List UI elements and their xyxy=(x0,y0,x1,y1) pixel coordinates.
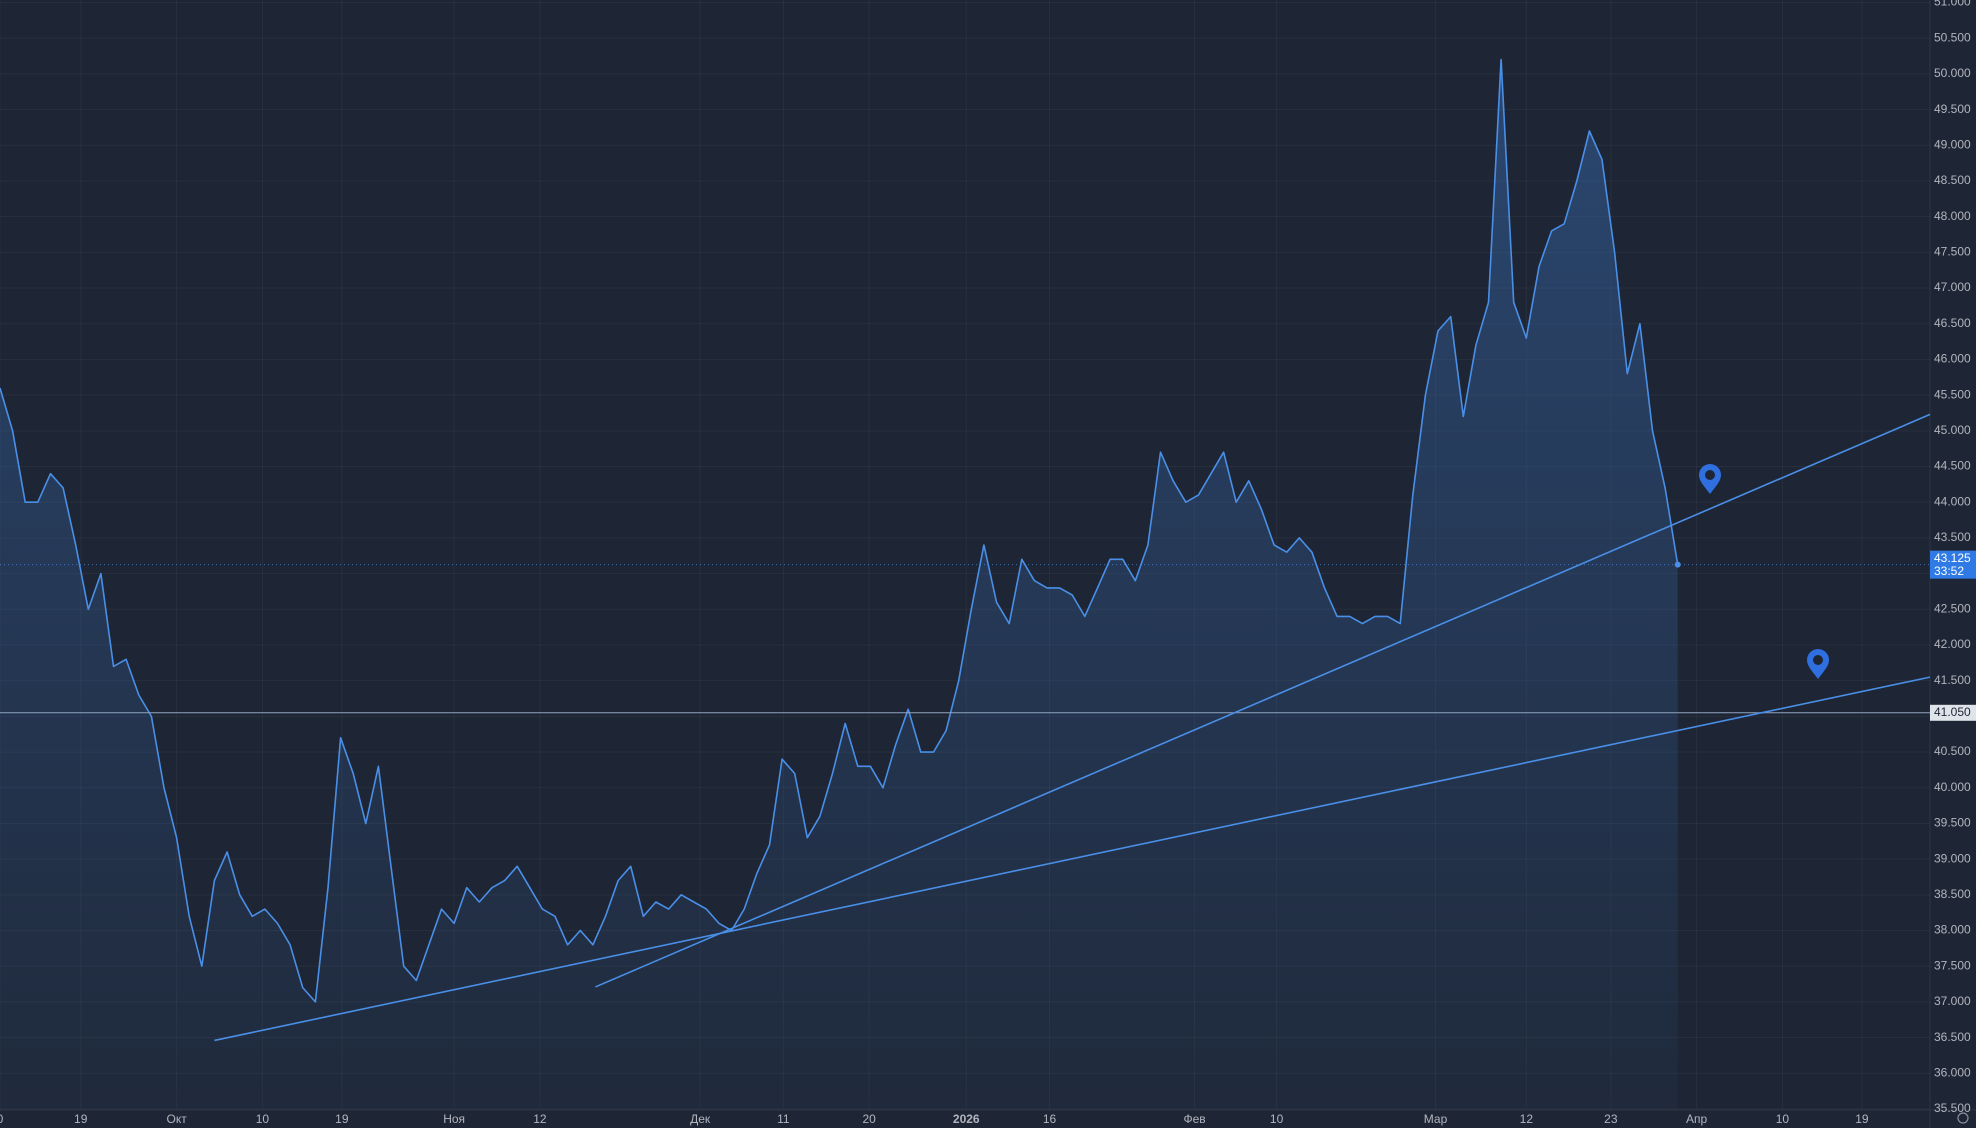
x-tick-label: 12 xyxy=(533,1112,547,1126)
pin-hole xyxy=(1813,655,1823,665)
pin-hole xyxy=(1705,470,1715,480)
x-tick-label: 10 xyxy=(256,1112,270,1126)
level-label-bg xyxy=(1930,704,1976,721)
y-tick-label: 48.500 xyxy=(1934,173,1971,187)
y-tick-label: 40.500 xyxy=(1934,744,1971,758)
y-tick-label: 39.000 xyxy=(1934,851,1971,865)
y-tick-label: 50.000 xyxy=(1934,66,1971,80)
y-tick-label: 36.000 xyxy=(1934,1065,1971,1079)
y-tick-label: 37.500 xyxy=(1934,958,1971,972)
y-tick-label: 42.500 xyxy=(1934,601,1971,615)
x-tick-label: Ноя xyxy=(443,1112,465,1126)
y-tick-label: 49.000 xyxy=(1934,137,1971,151)
y-tick-label: 50.500 xyxy=(1934,30,1971,44)
y-tick-label: 46.500 xyxy=(1934,316,1971,330)
x-tick-label: Фев xyxy=(1183,1112,1205,1126)
x-tick-label: Окт xyxy=(166,1112,187,1126)
trend-line xyxy=(214,676,1931,1042)
y-tick-label: 49.500 xyxy=(1934,102,1971,116)
y-tick-label: 37.000 xyxy=(1934,994,1971,1008)
y-tick-label: 41.500 xyxy=(1934,673,1971,687)
y-tick-label: 42.000 xyxy=(1934,637,1971,651)
x-tick-label: 2026 xyxy=(953,1112,980,1126)
y-tick-label: 35.500 xyxy=(1934,1101,1971,1115)
countdown-label: 33:52 xyxy=(1934,564,1964,578)
y-tick-label: 38.000 xyxy=(1934,923,1971,937)
level-label: 41.050 xyxy=(1934,705,1971,719)
area-fill xyxy=(0,59,1678,1110)
price-line xyxy=(0,58,1679,1003)
y-tick-label: 39.500 xyxy=(1934,816,1971,830)
y-tick-label: 51.000 xyxy=(1934,0,1971,9)
y-tick-label: 48.000 xyxy=(1934,209,1971,223)
trend-line xyxy=(595,413,1931,988)
x-tick-label: 23 xyxy=(1604,1112,1618,1126)
x-tick-label: Мар xyxy=(1424,1112,1448,1126)
plot xyxy=(0,58,1931,1110)
y-tick-label: 44.500 xyxy=(1934,459,1971,473)
x-tick-label: 0 xyxy=(0,1112,4,1126)
last-point xyxy=(1674,561,1681,568)
y-tick-label: 45.500 xyxy=(1934,387,1971,401)
last-price-label: 43.125 xyxy=(1934,551,1971,565)
x-tick-label: Дек xyxy=(690,1112,711,1126)
settings-icon[interactable] xyxy=(1957,1112,1969,1124)
y-tick-label: 44.000 xyxy=(1934,494,1971,508)
y-tick-label: 43.500 xyxy=(1934,530,1971,544)
y-tick-label: 47.500 xyxy=(1934,245,1971,259)
x-tick-label: 12 xyxy=(1520,1112,1534,1126)
y-tick-label: 45.000 xyxy=(1934,423,1971,437)
y-tick-label: 47.000 xyxy=(1934,280,1971,294)
x-tick-label: 11 xyxy=(777,1112,790,1126)
last-price-bg xyxy=(1930,550,1976,579)
x-tick-label: 19 xyxy=(1855,1112,1869,1126)
x-tick-label: 10 xyxy=(1270,1112,1284,1126)
x-tick-label: 20 xyxy=(862,1112,876,1126)
x-tick-label: 19 xyxy=(74,1112,88,1126)
pin-marker[interactable] xyxy=(1807,649,1829,679)
x-tick-label: 19 xyxy=(335,1112,349,1126)
y-tick-label: 38.500 xyxy=(1934,887,1971,901)
x-tick-label: Апр xyxy=(1686,1112,1708,1126)
y-tick-label: 46.000 xyxy=(1934,352,1971,366)
pin-marker[interactable] xyxy=(1699,464,1721,494)
x-tick-label: 16 xyxy=(1043,1112,1057,1126)
x-tick-label: 10 xyxy=(1776,1112,1790,1126)
y-tick-label: 36.500 xyxy=(1934,1030,1971,1044)
y-tick-label: 40.000 xyxy=(1934,780,1971,794)
